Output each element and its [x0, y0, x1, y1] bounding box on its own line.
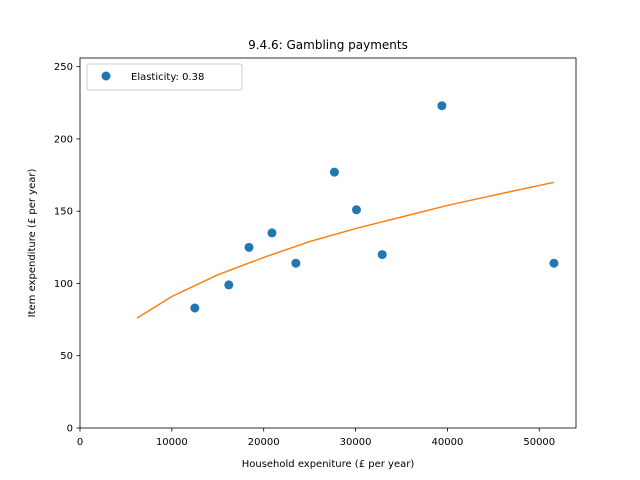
scatter-point [549, 258, 559, 268]
scatter-point [437, 101, 447, 111]
x-tick-label: 50000 [523, 437, 555, 448]
y-tick-label: 0 [67, 424, 73, 435]
y-axis-label: Item expenditure (£ per year) [27, 169, 38, 318]
scatter-point [267, 228, 277, 238]
y-tick-label: 50 [60, 351, 73, 362]
plot-area [80, 58, 576, 428]
scatter-point [224, 280, 234, 290]
x-tick-label: 40000 [432, 437, 464, 448]
scatter-point [377, 250, 387, 260]
scatter-point [329, 167, 339, 177]
legend-marker [101, 71, 111, 81]
x-tick-label: 10000 [156, 437, 188, 448]
x-axis-label: Household expeniture (£ per year) [242, 459, 415, 470]
y-axis-ticks: 0 50 100 150 200 250 [54, 62, 80, 435]
y-tick-label: 200 [54, 134, 73, 145]
legend-box [86, 63, 243, 91]
plot-frame [79, 57, 577, 429]
scatter-point [244, 242, 254, 252]
scatter-point [351, 205, 361, 215]
y-tick-label: 250 [54, 62, 73, 73]
x-tick-label: 20000 [248, 437, 280, 448]
x-tick-label: 0 [77, 437, 83, 448]
y-tick-label: 100 [54, 279, 73, 290]
legend-label: Elasticity: 0.38 [131, 72, 204, 83]
x-tick-label: 30000 [340, 437, 372, 448]
scatter-point [190, 303, 200, 313]
legend: Elasticity: 0.38 [86, 63, 243, 91]
x-axis-ticks: 0 10000 20000 30000 40000 50000 [77, 428, 555, 448]
y-tick-label: 150 [54, 207, 73, 218]
series-layer [136, 101, 559, 319]
chart-title: 9.4.6: Gambling payments [248, 38, 408, 52]
fit-line [136, 181, 555, 319]
scatter-point [291, 258, 301, 268]
